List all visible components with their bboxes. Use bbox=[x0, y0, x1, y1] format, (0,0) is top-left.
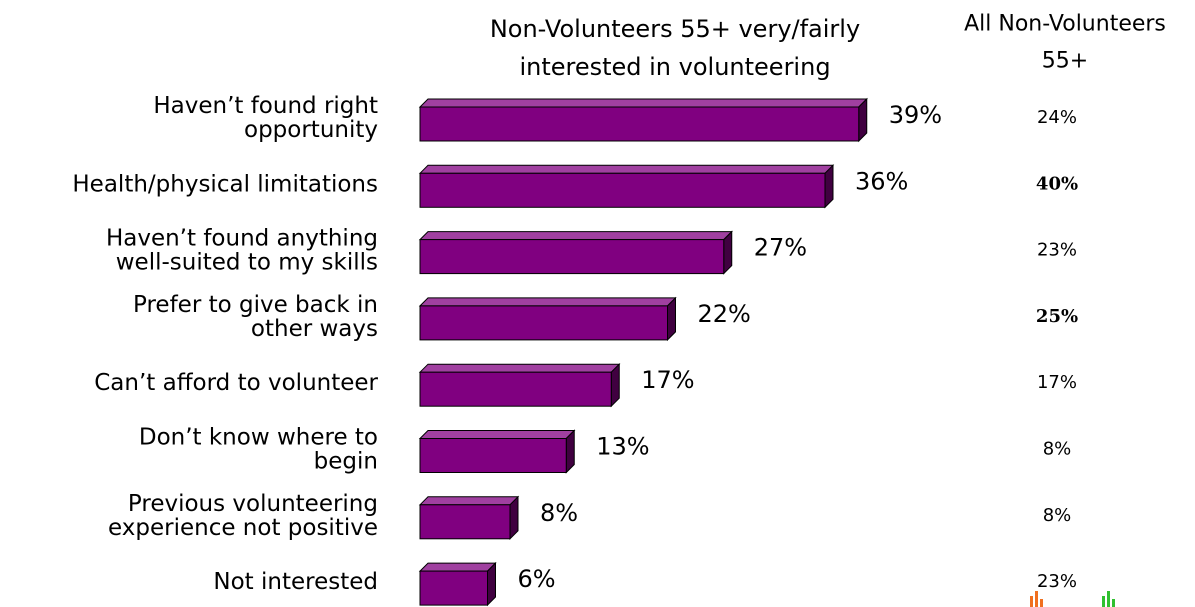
comparison-value: 23% bbox=[1037, 571, 1077, 592]
bar-front bbox=[419, 504, 511, 540]
bar-top bbox=[418, 297, 677, 307]
bar-top bbox=[418, 430, 576, 439]
bar-side bbox=[723, 230, 733, 275]
bar bbox=[418, 429, 576, 474]
comparison-value: 24% bbox=[1037, 107, 1077, 128]
bar-front bbox=[419, 172, 826, 208]
bar-side bbox=[858, 97, 868, 143]
comparison-value: 8% bbox=[1043, 505, 1072, 526]
value-label: 39% bbox=[889, 101, 942, 129]
bar-front bbox=[419, 570, 488, 606]
bar-front bbox=[419, 239, 725, 275]
comparison-title: All Non-Volunteers 55+ bbox=[964, 12, 1166, 74]
bar-top bbox=[418, 496, 520, 506]
bar-side bbox=[667, 296, 676, 342]
bar-side bbox=[824, 164, 834, 209]
bar bbox=[418, 164, 835, 209]
bar-top bbox=[418, 98, 868, 108]
bar bbox=[418, 362, 621, 408]
bar-side bbox=[509, 495, 519, 541]
chart-title: Non-Volunteers 55+ very/fairly interested… bbox=[490, 15, 860, 81]
value-label: 6% bbox=[518, 565, 556, 593]
bar-top bbox=[418, 562, 497, 572]
category-label: Haven’t found anything well-suited to my … bbox=[106, 225, 378, 275]
bar-top bbox=[418, 164, 835, 174]
bar bbox=[418, 561, 497, 607]
bar-top bbox=[418, 231, 733, 241]
bar bbox=[418, 296, 677, 342]
value-label: 13% bbox=[596, 433, 649, 461]
bar-side bbox=[487, 561, 496, 607]
decor-icons bbox=[1030, 591, 1115, 607]
category-label: Don’t know where to begin bbox=[139, 424, 378, 474]
category-label: Prefer to give back in other ways bbox=[133, 291, 378, 341]
bar-front bbox=[419, 438, 567, 473]
comparison-value: 17% bbox=[1037, 372, 1077, 393]
category-label: Previous volunteering experience not posi… bbox=[108, 490, 378, 540]
value-label: 22% bbox=[698, 300, 751, 328]
comparison-value: 40% bbox=[1036, 173, 1078, 194]
bar-top bbox=[418, 363, 621, 373]
comparison-value: 8% bbox=[1043, 439, 1072, 460]
comparison-value: 23% bbox=[1037, 240, 1077, 261]
category-label: Health/physical limitations bbox=[72, 171, 378, 197]
bar-side bbox=[565, 429, 575, 474]
value-label: 17% bbox=[641, 366, 694, 394]
category-label: Haven’t found right opportunity bbox=[153, 93, 378, 143]
bar-front bbox=[419, 305, 668, 341]
bar bbox=[418, 230, 733, 275]
bar-front bbox=[419, 371, 612, 407]
category-label: Not interested bbox=[213, 569, 378, 595]
bar bbox=[418, 495, 520, 541]
bar-front bbox=[419, 106, 860, 142]
comparison-value: 25% bbox=[1036, 306, 1078, 327]
bar bbox=[418, 97, 868, 143]
value-label: 36% bbox=[855, 167, 908, 195]
category-label: Can’t afford to volunteer bbox=[94, 370, 378, 396]
bar-side bbox=[610, 362, 620, 408]
value-label: 27% bbox=[754, 234, 807, 262]
value-label: 8% bbox=[540, 499, 578, 527]
